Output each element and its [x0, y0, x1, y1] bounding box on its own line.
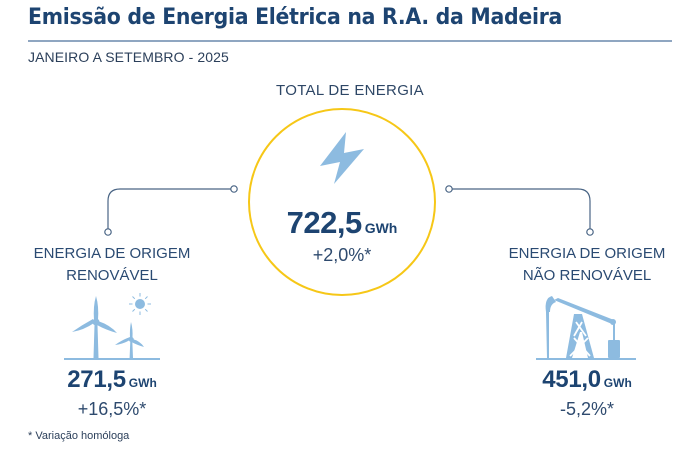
total-change: +2,0%* [312, 245, 372, 265]
period-subtitle: JANEIRO A SETEMBRO - 2025 [28, 49, 229, 65]
total-value-number: 722,5 [286, 205, 363, 240]
renewable-value-unit: GWh [128, 376, 157, 390]
renewable-label: ENERGIA DE ORIGEM RENOVÁVEL [12, 243, 212, 287]
non-renewable-label-line1: ENERGIA DE ORIGEM [508, 245, 666, 262]
renewable-change: +16,5%* [77, 399, 147, 419]
total-value-unit: GWh [364, 220, 398, 236]
non-renewable-value: 451,0 GWh [487, 366, 687, 394]
page-title: Emissão de Energia Elétrica na R.A. da M… [28, 5, 563, 30]
renewable-value: 271,5 GWh [12, 366, 212, 394]
wind-turbine-icon [64, 293, 160, 360]
lightning-bolt-icon [320, 132, 364, 184]
title-divider [28, 40, 672, 42]
renewable-value-number: 271,5 [67, 366, 126, 393]
total-energy-circle [248, 108, 436, 296]
non-renewable-label: ENERGIA DE ORIGEM NÃO RENOVÁVEL [487, 243, 687, 287]
footnote: * Variação homóloga [28, 430, 130, 442]
total-energy-value: 722,5 GWh [248, 205, 436, 241]
non-renewable-label-line2: NÃO RENOVÁVEL [522, 267, 652, 284]
renewable-label-line2: RENOVÁVEL [66, 267, 158, 284]
non-renewable-value-number: 451,0 [542, 366, 601, 393]
oil-pump-icon [536, 296, 636, 360]
total-energy-label: TOTAL DE ENERGIA [276, 82, 424, 99]
non-renewable-change: -5,2%* [559, 399, 615, 419]
renewable-label-line1: ENERGIA DE ORIGEM [33, 245, 191, 262]
non-renewable-value-unit: GWh [603, 376, 632, 390]
